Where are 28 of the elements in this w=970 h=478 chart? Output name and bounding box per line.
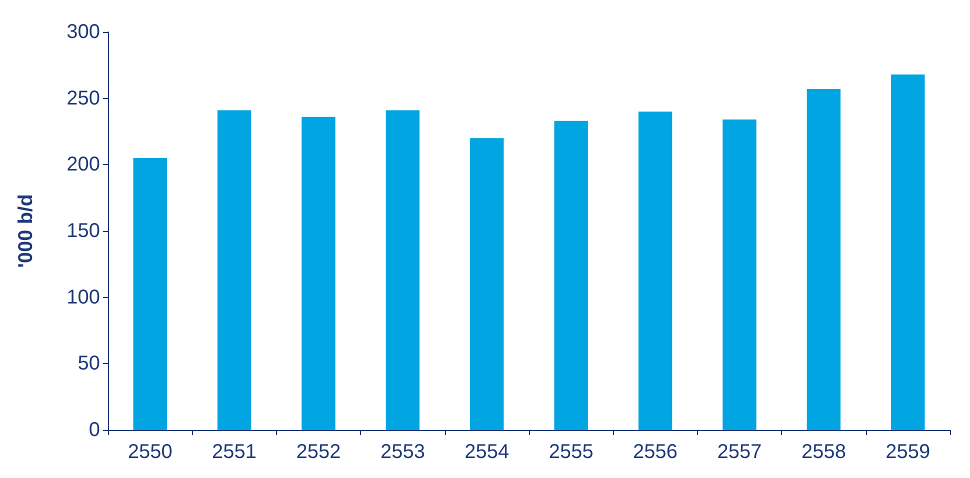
x-tick-label: 2556: [633, 441, 678, 463]
y-tick-label: 0: [88, 419, 100, 441]
bar: [217, 110, 252, 430]
y-tick-label: 100: [66, 286, 100, 308]
bar: [470, 138, 504, 430]
bar: [133, 158, 167, 430]
x-tick-label: 2555: [548, 441, 594, 463]
y-tick-label: 150: [66, 220, 100, 242]
x-tick-label: 2552: [296, 441, 341, 463]
bar: [722, 120, 756, 430]
bar: [554, 120, 588, 430]
x-tick-label: 2553: [380, 441, 425, 463]
y-tick-label: 50: [78, 352, 100, 375]
x-tick-label: 2551: [212, 441, 257, 463]
bar: [638, 112, 672, 430]
y-tick-label: 200: [66, 154, 100, 176]
y-tick-label: 300: [66, 21, 100, 43]
x-tick-label: 2559: [886, 441, 930, 463]
bar: [386, 110, 420, 430]
bar: [806, 89, 841, 430]
bar: [302, 116, 336, 430]
x-tick-label: 2558: [801, 441, 846, 463]
x-tick-label: 2557: [717, 441, 762, 463]
y-axis-title: '000 b/d: [15, 194, 37, 268]
x-tick-label: 2554: [464, 441, 510, 463]
y-tick-label: 250: [66, 87, 100, 110]
x-tick-label: 2550: [128, 441, 172, 463]
bar: [891, 74, 925, 430]
